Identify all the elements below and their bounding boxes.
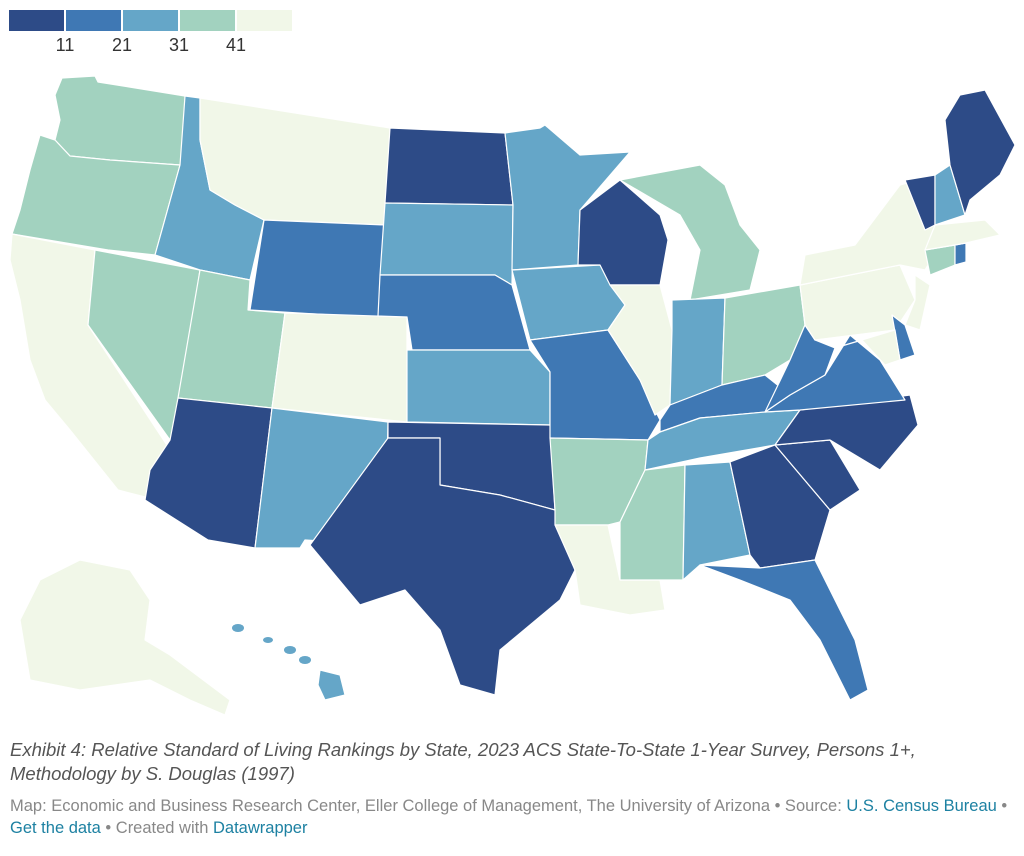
state-il[interactable] bbox=[607, 284, 673, 416]
legend: 11 21 31 41 bbox=[9, 10, 292, 57]
state-ma[interactable] bbox=[924, 219, 1001, 251]
map-credit: Map: Economic and Business Research Cent… bbox=[10, 797, 847, 815]
legend-tick-31: 31 bbox=[168, 35, 190, 55]
legend-swatch-2 bbox=[66, 10, 121, 31]
state-nj[interactable] bbox=[904, 274, 931, 331]
state-ak[interactable] bbox=[19, 559, 231, 716]
state-fl[interactable] bbox=[699, 559, 869, 701]
state-md[interactable] bbox=[834, 329, 901, 366]
legend-swatch-4 bbox=[180, 10, 235, 31]
state-nd[interactable] bbox=[384, 127, 514, 206]
state-hi[interactable] bbox=[232, 624, 346, 701]
state-wy[interactable] bbox=[249, 219, 386, 319]
us-states-map bbox=[9, 75, 1016, 716]
state-al[interactable] bbox=[682, 461, 751, 581]
legend-color-bar bbox=[9, 10, 292, 31]
legend-swatch-1 bbox=[9, 10, 64, 31]
state-sd[interactable] bbox=[379, 202, 514, 286]
state-ri[interactable] bbox=[954, 242, 967, 266]
legend-ticks: 11 21 31 41 bbox=[9, 35, 292, 57]
state-tx[interactable] bbox=[309, 437, 576, 696]
legend-swatch-3 bbox=[123, 10, 178, 31]
legend-tick-11: 11 bbox=[55, 35, 75, 55]
state-mn[interactable] bbox=[504, 124, 631, 271]
state-ks[interactable] bbox=[406, 349, 551, 426]
legend-tick-41: 41 bbox=[225, 35, 247, 55]
legend-tick-21: 21 bbox=[111, 35, 133, 55]
source-link[interactable]: U.S. Census Bureau bbox=[846, 797, 997, 815]
state-mi[interactable] bbox=[619, 164, 761, 301]
datawrapper-link[interactable]: Datawrapper bbox=[213, 819, 308, 837]
state-wa[interactable] bbox=[54, 75, 197, 166]
map-caption: Exhibit 4: Relative Standard of Living R… bbox=[10, 739, 916, 784]
get-data-link[interactable]: Get the data bbox=[10, 819, 101, 837]
legend-swatch-5 bbox=[237, 10, 292, 31]
state-co[interactable] bbox=[271, 312, 408, 423]
footer-credits: Map: Economic and Business Research Cent… bbox=[10, 795, 1010, 839]
state-la[interactable] bbox=[554, 524, 666, 616]
state-me[interactable] bbox=[944, 89, 1016, 216]
footer-separator-2: • Created with bbox=[100, 819, 213, 837]
footer-separator-1: • bbox=[996, 797, 1008, 815]
